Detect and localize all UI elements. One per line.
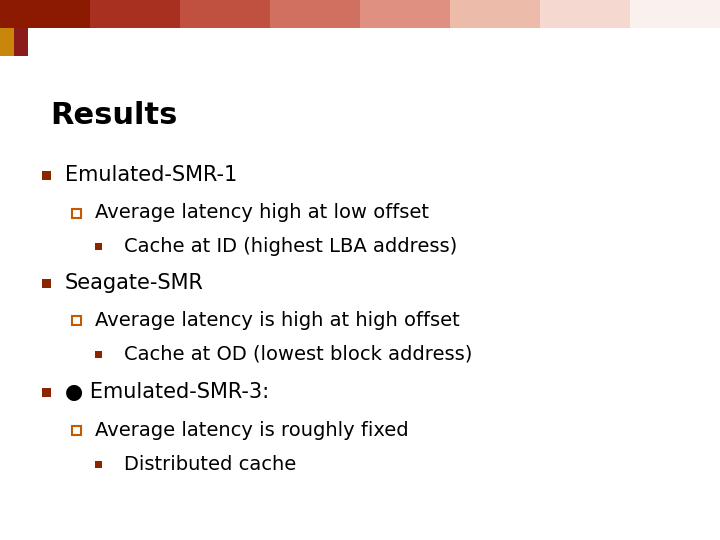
Bar	[95, 350, 102, 357]
Bar	[14, 28, 28, 42]
Bar	[72, 426, 81, 435]
Bar	[270, 0, 360, 28]
Bar	[42, 279, 51, 287]
Text: Emulated-SMR-1: Emulated-SMR-1	[65, 165, 238, 185]
Text: ● Emulated-SMR-3:: ● Emulated-SMR-3:	[65, 382, 269, 402]
Text: Cache at ID (highest LBA address): Cache at ID (highest LBA address)	[124, 237, 457, 255]
Bar	[450, 0, 540, 28]
Bar	[360, 0, 450, 28]
Bar	[42, 171, 51, 179]
Bar	[95, 242, 102, 249]
Bar	[14, 42, 28, 56]
Bar	[95, 461, 102, 468]
Text: Distributed cache: Distributed cache	[124, 455, 296, 474]
Bar	[0, 28, 14, 42]
Text: Seagate-SMR: Seagate-SMR	[65, 273, 204, 293]
Text: Results: Results	[50, 100, 178, 130]
Text: Cache at OD (lowest block address): Cache at OD (lowest block address)	[124, 345, 472, 363]
Bar	[540, 0, 630, 28]
Bar	[180, 0, 270, 28]
Text: Average latency high at low offset: Average latency high at low offset	[95, 204, 429, 222]
Bar	[630, 0, 720, 28]
Text: Average latency is roughly fixed: Average latency is roughly fixed	[95, 421, 409, 440]
Bar	[42, 388, 51, 396]
Bar	[90, 0, 180, 28]
Bar	[0, 42, 14, 56]
Bar	[72, 208, 81, 218]
Text: Average latency is high at high offset: Average latency is high at high offset	[95, 310, 460, 329]
Bar	[0, 0, 90, 28]
Bar	[72, 315, 81, 325]
